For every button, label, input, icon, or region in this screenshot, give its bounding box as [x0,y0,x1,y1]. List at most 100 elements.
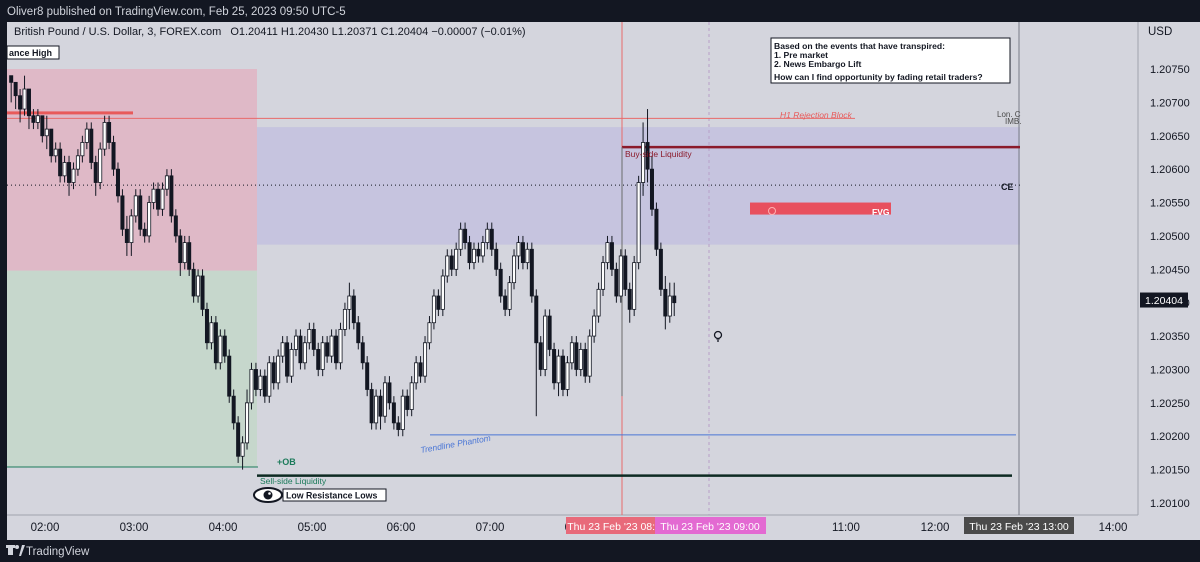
current-price-label: 1.20404 [1145,295,1183,307]
candle-body [240,442,245,457]
candle-body [369,389,374,424]
candle-body [191,268,196,297]
candle-body [387,382,392,404]
date-label-0900: Thu 23 Feb '23 09:00 [660,521,760,533]
candle-body [93,162,98,183]
y-tick-label: 1.20250 [1150,398,1190,410]
candles-layer [9,75,677,470]
y-tick-label: 1.20200 [1150,431,1190,443]
candle-body [142,228,147,237]
candle-body [592,315,597,337]
candle-body [213,322,218,364]
candle-body [409,382,414,410]
low-res-box [282,488,387,502]
candle-body [209,322,214,344]
candle-body [543,315,548,370]
date-tag-1300 [964,517,1074,534]
candle-body [342,308,347,330]
fvg-box [750,202,891,215]
candle-body [560,355,565,390]
candle-body [440,275,445,310]
candle-body [120,195,125,230]
candle-body [222,335,227,357]
candle-body [436,295,441,310]
candle-body [49,128,54,157]
price-axis[interactable] [1138,22,1200,515]
candle-body [169,175,174,217]
sell-side-label: Sell-side Liquidity [260,476,327,486]
candle-body [289,349,294,377]
h1-rejection-label: H1 Rejection Block [780,110,853,120]
candle-body [293,335,298,350]
date-label-1300: Thu 23 Feb '23 13:00 [969,521,1069,533]
candle-body [485,228,490,244]
candle-body [374,395,379,424]
candle-body [489,228,494,250]
candle-body [253,369,258,390]
candle-body [667,295,672,317]
candle-body [18,95,23,110]
candle-body [552,349,557,384]
y-tick-label: 1.20750 [1150,64,1190,76]
candle-body [449,255,454,270]
date-label-0800: Thu 23 Feb '23 08:00 [567,521,667,533]
candle-body [418,362,423,377]
candle-body [302,342,307,364]
candle-body [445,255,450,277]
y-tick-label: 1.20350 [1150,331,1190,343]
candle-body [498,268,503,297]
candle-body [382,382,387,417]
candle-body [156,188,161,210]
candle-body [196,275,201,297]
buy-side-label: Buy-side Liquidity [625,149,692,159]
candle-body [138,195,143,230]
x-tick-label: 07:00 [476,522,505,534]
candle-body [587,335,592,377]
candle-body [516,242,521,257]
candle-body [262,375,267,397]
candle-body [636,182,641,264]
candle-body [160,188,165,210]
candle-body [9,75,14,83]
candle-body [218,335,223,364]
x-tick-label: 14:00 [1099,522,1128,534]
candle-body [351,295,356,324]
candle-body [525,248,530,264]
candle-body [454,248,459,270]
date-tag-0900 [655,517,766,534]
candle-body [80,142,85,157]
candle-body [578,349,583,370]
current-price-tag [1140,292,1188,308]
candle-body [249,369,254,404]
candle-body [507,282,512,310]
candle-body [512,255,517,284]
candle-body [227,355,232,397]
published-line: Oliver8 published on TradingView.com, Fe… [7,6,346,18]
candle-body [365,362,370,390]
y-tick-label: 1.20150 [1150,465,1190,477]
footer-bar [0,540,1200,562]
candle-body [133,195,138,217]
note-box[interactable] [770,37,1011,84]
candle-body [360,342,365,364]
candle-body [556,355,561,384]
candle-body [431,295,436,324]
x-tick-label: 05:00 [298,522,327,534]
candle-body [236,422,241,457]
candle-body [67,162,72,183]
date-tag-0800 [566,517,668,534]
lightbulb-icon [713,330,723,342]
candle-body [320,342,325,370]
candle-body [231,395,236,424]
y-tick-label: 1.20450 [1150,264,1190,276]
candle-body [632,262,637,310]
candle-body [565,362,570,390]
x-tick-label: 02:00 [31,522,60,534]
tradingview-logo-icon [6,545,25,556]
y-tick-label: 1.20550 [1150,198,1190,210]
ob-label: +OB [277,457,296,467]
candle-body [458,228,463,250]
candle-body [503,295,508,310]
top-bar [0,0,1200,22]
